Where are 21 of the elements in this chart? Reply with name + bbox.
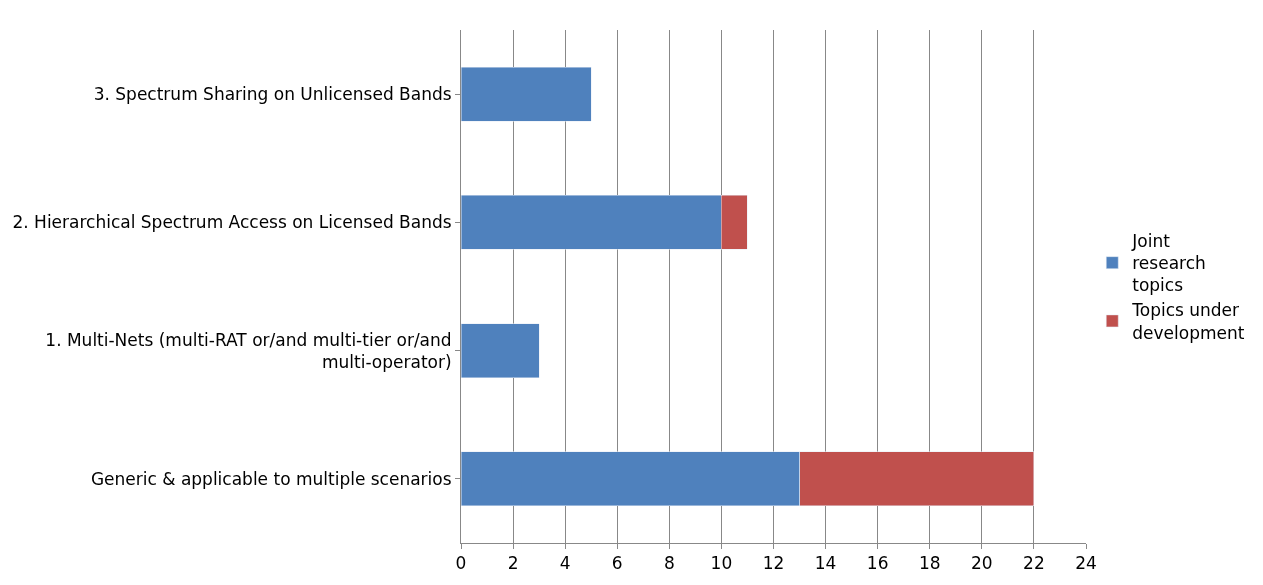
x-tick-label: 16 — [866, 553, 889, 574]
bar — [461, 66, 592, 122]
x-tick-label: 20 — [971, 553, 993, 574]
legend-label: Joint research topics — [1131, 231, 1206, 296]
y-tick-label: 2. Hierarchical Spectrum Access on Licensed Bands — [12, 212, 452, 233]
x-tick-label: 10 — [710, 553, 733, 574]
x-tick-label: 24 — [1075, 553, 1097, 574]
x-tick-label: 2 — [507, 553, 519, 574]
legend-label: Topics under development — [1131, 300, 1245, 343]
x-tick-label: 4 — [559, 553, 571, 574]
x-tick-label: 6 — [611, 553, 623, 574]
x-tick-label: 22 — [1023, 553, 1045, 574]
bar — [461, 323, 540, 378]
x-tick-label: 0 — [455, 553, 467, 574]
x-tick-label: 14 — [814, 553, 837, 574]
x-tick-label: 8 — [663, 553, 675, 574]
x-tick-label: 18 — [918, 553, 941, 574]
y-tick-label: Generic & applicable to multiple scenarios — [90, 468, 452, 489]
y-tick-label: 3. Spectrum Sharing on Unlicensed Bands — [93, 84, 452, 105]
x-tick-label: 12 — [762, 553, 785, 574]
y-tick-label: 1. Multi-Nets (multi-RAT or/and multi-tier or/and multi-operator) — [45, 329, 452, 372]
